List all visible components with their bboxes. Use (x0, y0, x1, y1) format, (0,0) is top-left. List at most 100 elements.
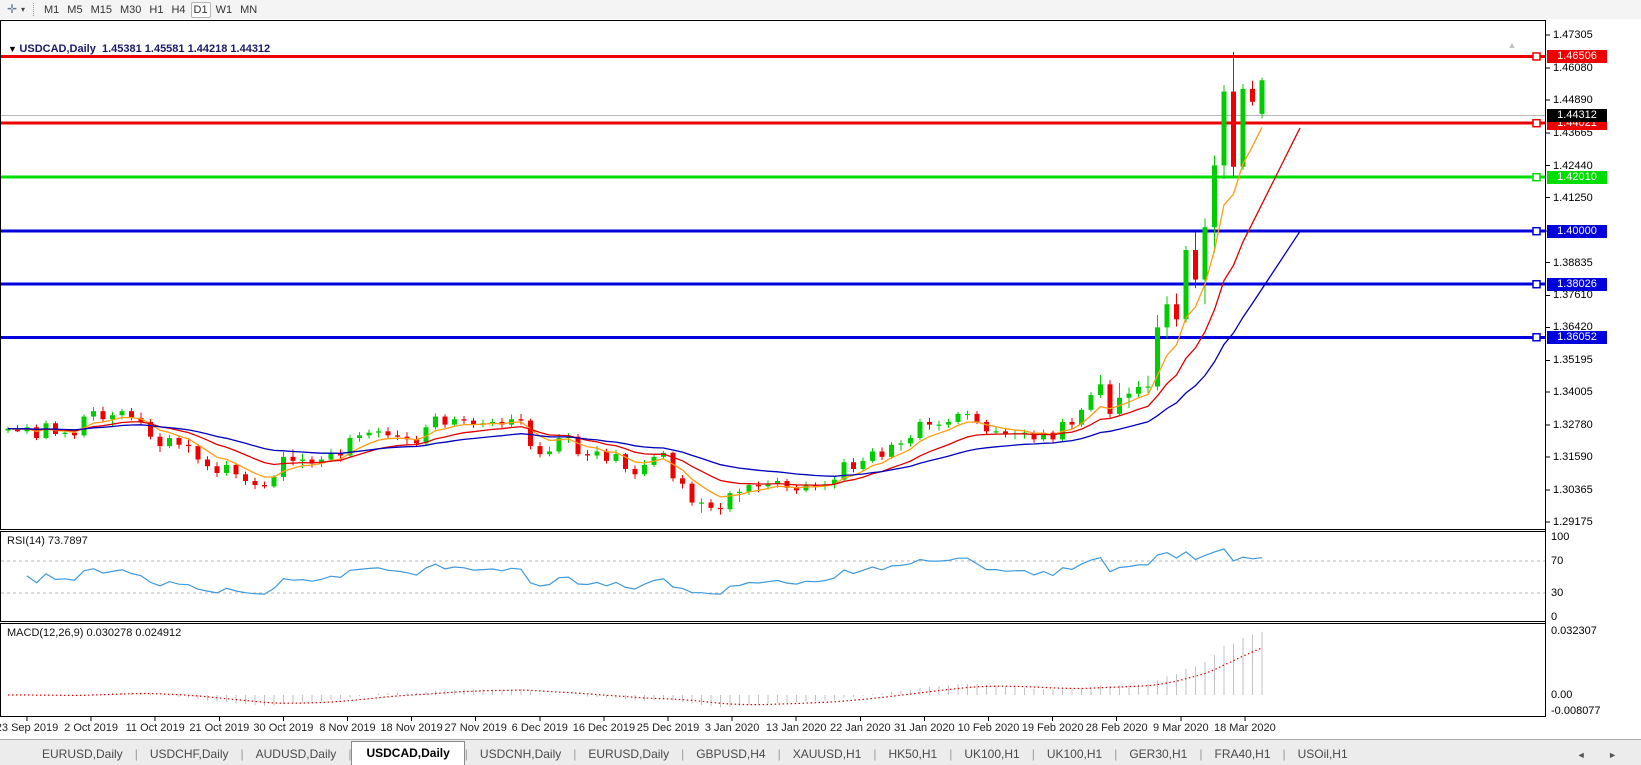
candle-body (746, 485, 752, 492)
candle-body (955, 413, 961, 422)
candle-body (1259, 80, 1265, 114)
date-label: 21 Oct 2019 (189, 722, 250, 734)
tab-separator: | (873, 747, 877, 761)
chart-tab-eurusd-daily[interactable]: EURUSD,Daily (42, 747, 123, 761)
candle-body (100, 411, 106, 420)
candle-body (908, 438, 913, 444)
level-line-handle[interactable] (1532, 333, 1541, 342)
chart-tab-usdcnh-daily[interactable]: USDCNH,Daily (479, 747, 562, 761)
collapse-triangle-icon[interactable]: ▼ (8, 44, 20, 54)
level-line-handle[interactable] (1532, 226, 1541, 236)
timeframe-button-h1[interactable]: H1 (149, 3, 164, 16)
chart-tab-usdchf-daily[interactable]: USDCHF,Daily (149, 747, 229, 761)
candle-body (281, 456, 286, 477)
price-tick-label: 1.35195 (1553, 354, 1593, 367)
chart-tab-usoil-h1[interactable]: USOil,H1 (1297, 747, 1348, 761)
candle-body (604, 451, 609, 461)
candle-body (195, 446, 201, 460)
candle-body (727, 493, 733, 510)
candle-body (1050, 432, 1056, 440)
level-line-handle[interactable] (1532, 172, 1541, 182)
price-tick-label: 1.42440 (1553, 159, 1593, 172)
level-line-handle[interactable] (1532, 279, 1541, 289)
rsi-scale-label: 30 (1551, 587, 1564, 599)
date-label: 28 Feb 2020 (1085, 722, 1148, 734)
date-label: 18 Mar 2020 (1214, 722, 1276, 734)
candle-body (556, 438, 562, 452)
candle-body (243, 474, 248, 482)
candle-body (518, 419, 524, 421)
chart-tab-gbpusd-h4[interactable]: GBPUSD,H4 (696, 747, 766, 761)
current-price-badge: 1.44312 (1547, 108, 1607, 122)
chart-tab-uk100-h1[interactable]: UK100,H1 (964, 747, 1020, 761)
timeframe-button-w1[interactable]: W1 (215, 3, 233, 16)
level-line-handle[interactable] (1532, 118, 1541, 128)
chart-tab-eurusd-daily[interactable]: EURUSD,Daily (588, 747, 670, 761)
date-label: 11 Oct 2019 (125, 722, 185, 734)
candle-body (157, 436, 163, 447)
timeframe-button-m5[interactable]: M5 (67, 3, 83, 16)
candle-body (1155, 327, 1160, 387)
tab-scroll-left-icon[interactable]: ◄ (1576, 750, 1596, 760)
tab-scroll-right-icon[interactable]: ► (1608, 750, 1627, 760)
candle-body (737, 491, 742, 494)
chart-tab-uk100-h1[interactable]: UK100,H1 (1046, 747, 1103, 761)
price-tick-label: 1.44890 (1553, 93, 1593, 106)
chart-window[interactable]: ▼ USDCAD,Daily 1.45381 1.45581 1.44218 1… (0, 19, 1641, 734)
date-label: 6 Dec 2019 (511, 722, 568, 734)
candle-body (262, 485, 267, 487)
chevron-down-icon[interactable]: ▾ (21, 5, 26, 14)
tab-separator: | (1031, 747, 1035, 761)
candle-body (72, 432, 77, 436)
main-chart-layer[interactable] (1, 51, 1545, 515)
chart-tab-usdcad-daily[interactable]: USDCAD,Daily (351, 741, 465, 765)
chart-tab-xauusd-h1[interactable]: XAUUSD,H1 (792, 747, 862, 761)
main-panel-frame (0, 20, 1546, 530)
candle-body (575, 436, 581, 455)
candle-body (423, 427, 429, 444)
candle-body (756, 485, 761, 487)
price-tick-label: 1.34005 (1553, 386, 1593, 399)
candle-body (1003, 431, 1008, 435)
timeframe-button-m15[interactable]: M15 (90, 3, 112, 16)
chart-tab-hk50-h1[interactable]: HK50,H1 (888, 747, 938, 761)
tab-separator: | (681, 747, 685, 761)
timeframe-button-m1[interactable]: M1 (44, 3, 60, 16)
candle-body (613, 454, 619, 461)
macd-signal-line (8, 647, 1263, 706)
ma-slow-line (7, 230, 1301, 477)
candle-body (119, 411, 125, 416)
candle-body (832, 479, 837, 485)
rsi-label: RSI(14) 73.7897 (7, 535, 88, 547)
level-line-handle[interactable] (1532, 52, 1541, 61)
level-price-badge: 1.36052 (1547, 330, 1607, 344)
date-label: 8 Nov 2019 (319, 722, 376, 734)
candle-body (357, 435, 362, 439)
timeframe-button-h4[interactable]: H4 (171, 3, 186, 16)
date-label: 22 Jan 2020 (830, 722, 891, 734)
candle-body (110, 415, 115, 420)
timeframe-button-m30[interactable]: M30 (119, 3, 142, 16)
candle-body (91, 411, 96, 417)
candle-body (224, 464, 229, 473)
scroll-to-end-icon[interactable]: ▲ (1507, 40, 1517, 50)
candle-body (1088, 395, 1094, 410)
date-label: 23 Sep 2019 (0, 722, 59, 734)
candle-body (803, 485, 809, 491)
chart-tab-bar: EURUSD,Daily | USDCHF,Daily | AUDUSD,Daily | U… (0, 739, 1641, 765)
chart-tab-fra40-h1[interactable]: FRA40,H1 (1214, 747, 1271, 761)
chart-title: ▼ USDCAD,Daily 1.45381 1.45581 1.44218 1… (8, 43, 270, 55)
timeframe-button-d1[interactable]: D1 (190, 1, 211, 18)
chart-canvas[interactable] (0, 19, 1641, 739)
chart-tab-ger30-h1[interactable]: GER30,H1 (1129, 747, 1188, 761)
level-price-badge: 1.46506 (1547, 49, 1607, 63)
tab-separator: | (1114, 747, 1118, 761)
chart-tab-audusd-daily[interactable]: AUDUSD,Daily (255, 747, 337, 761)
tab-separator: | (1199, 747, 1203, 761)
crosshair-icon[interactable]: ✛ (6, 2, 18, 16)
price-tick-label: 1.29175 (1553, 515, 1593, 528)
timeframe-button-mn[interactable]: MN (240, 3, 258, 16)
candle-body (699, 502, 704, 504)
candle-body (537, 446, 543, 455)
